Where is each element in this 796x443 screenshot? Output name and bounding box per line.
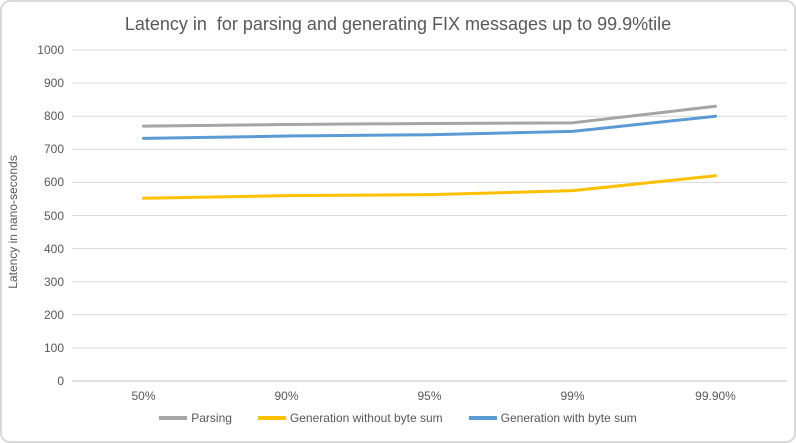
y-tick-label: 600 xyxy=(43,175,64,190)
y-tick-label: 0 xyxy=(57,374,64,388)
legend-line-marker xyxy=(257,416,286,420)
legend-label: Generation without byte sum xyxy=(289,411,443,425)
chart-title: Latency in for parsing and generating FI… xyxy=(124,14,672,34)
y-tick-label: 300 xyxy=(43,274,64,289)
y-tick-label: 400 xyxy=(43,241,64,256)
y-tick-label: 800 xyxy=(43,109,64,124)
legend-item-parsing: Parsing xyxy=(159,411,232,425)
y-tick-label: 100 xyxy=(43,340,64,355)
y-tick-label: 700 xyxy=(43,142,64,157)
legend-item-generation-without-byte-sum: Generation without byte sum xyxy=(257,411,443,425)
legend-item-generation-with-byte-sum: Generation with byte sum xyxy=(468,411,637,425)
y-tick-label: 500 xyxy=(43,208,64,223)
legend: Parsing Generation without byte sum Genera… xyxy=(2,411,794,425)
legend-label: Generation with byte sum xyxy=(500,411,637,425)
y-tick-label: 1000 xyxy=(37,43,64,57)
series-line-generation-without-byte-sum xyxy=(142,174,717,200)
legend-label: Parsing xyxy=(191,411,232,425)
x-tick-label: 95% xyxy=(417,389,442,403)
y-tick-label: 200 xyxy=(43,307,64,322)
series-line-generation-with-byte-sum xyxy=(142,114,717,140)
x-tick-label: 90% xyxy=(274,389,299,403)
x-tick-label: 50% xyxy=(131,389,156,403)
series-line-parsing xyxy=(142,104,717,128)
x-tick-label: 99.90% xyxy=(695,389,736,403)
x-tick-label: 99% xyxy=(560,389,585,403)
legend-line-marker xyxy=(159,416,188,420)
y-tick-label: 900 xyxy=(43,76,64,91)
legend-line-marker xyxy=(468,416,497,420)
